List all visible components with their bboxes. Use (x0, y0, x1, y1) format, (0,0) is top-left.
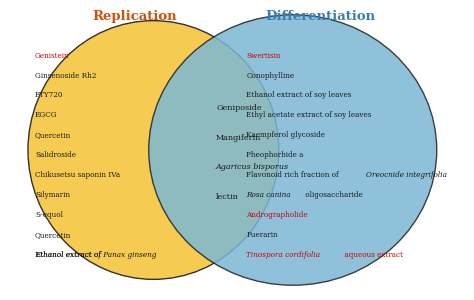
Text: Conophylline: Conophylline (246, 71, 294, 80)
Text: Ethanol extract of: Ethanol extract of (35, 251, 103, 260)
Text: Chikusetsu saponin IVa: Chikusetsu saponin IVa (35, 172, 120, 179)
Text: aqueous extract: aqueous extract (340, 251, 403, 260)
Text: Genistein: Genistein (35, 52, 70, 59)
Text: Quercetin: Quercetin (35, 231, 71, 239)
Text: Pheophorbide a: Pheophorbide a (246, 152, 304, 160)
Text: Ginsenoside Rh2: Ginsenoside Rh2 (35, 71, 96, 80)
Text: S-equol: S-equol (35, 212, 63, 219)
Text: Puerarin: Puerarin (246, 231, 278, 239)
Text: Salidroside: Salidroside (35, 152, 76, 160)
Text: Mangiferin: Mangiferin (216, 134, 262, 142)
Text: Tinospora cordifolia: Tinospora cordifolia (246, 251, 320, 260)
Text: Differentiation: Differentiation (265, 10, 376, 23)
Text: Rosa canina: Rosa canina (246, 191, 291, 200)
Text: Andrographolide: Andrographolide (246, 212, 308, 219)
Ellipse shape (28, 21, 279, 279)
Text: Kaempferol glycoside: Kaempferol glycoside (246, 131, 325, 140)
Text: Swertisin: Swertisin (246, 52, 281, 59)
Text: oligosaccharide: oligosaccharide (303, 191, 363, 200)
Ellipse shape (149, 15, 437, 285)
Text: Ethanol extract of ​Panax ginseng: Ethanol extract of ​Panax ginseng (35, 251, 156, 260)
Text: Flavonoid rich fraction of: Flavonoid rich fraction of (246, 172, 341, 179)
Text: Silymarin: Silymarin (35, 191, 70, 200)
Text: Ethyl acetate extract of soy leaves: Ethyl acetate extract of soy leaves (246, 112, 372, 119)
Text: Replication: Replication (92, 10, 177, 23)
Text: EGCG: EGCG (35, 112, 57, 119)
Text: Oreocnide integrifolia: Oreocnide integrifolia (366, 172, 447, 179)
Text: FTY720: FTY720 (35, 92, 64, 100)
Text: Ethanol extract of soy leaves: Ethanol extract of soy leaves (246, 92, 352, 100)
Text: Geniposide: Geniposide (216, 104, 262, 112)
Text: Agaricus bisporus: Agaricus bisporus (216, 163, 289, 171)
Text: lectin: lectin (216, 193, 239, 201)
Text: Quercetin: Quercetin (35, 131, 71, 140)
